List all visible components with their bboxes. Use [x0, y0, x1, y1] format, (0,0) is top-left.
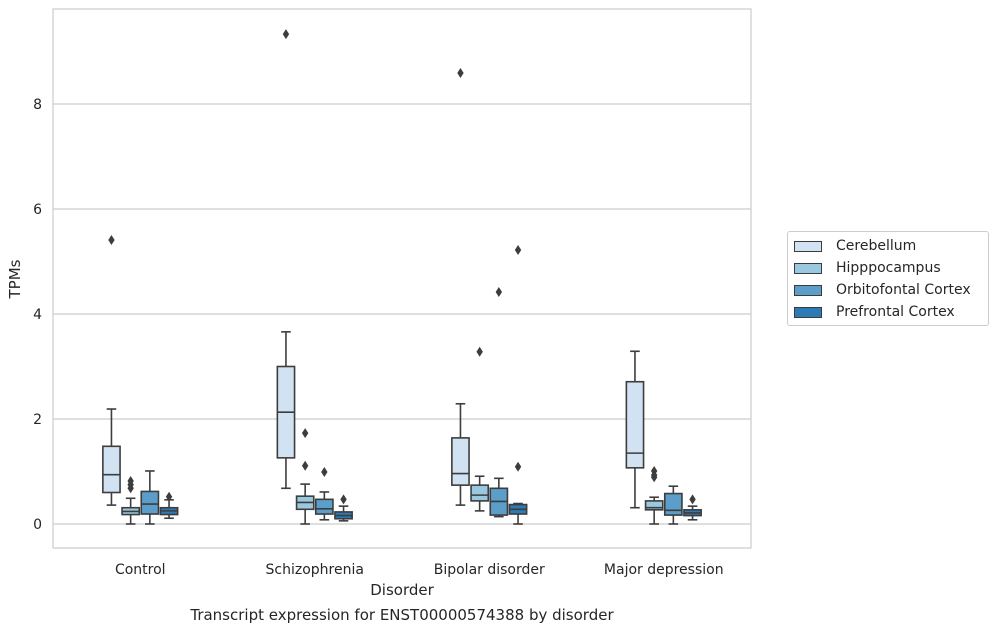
- legend-item: Prefrontal Cortex: [794, 303, 955, 321]
- outlier-point: [476, 346, 483, 357]
- y-tick-label: 2: [33, 412, 42, 428]
- box: [470, 484, 490, 502]
- box: [644, 500, 664, 511]
- outlier-point: [457, 68, 464, 79]
- box-group: [683, 494, 702, 521]
- x-tick-label: Schizophrenia: [266, 562, 364, 578]
- outlier-point: [340, 494, 347, 505]
- grid-lines: [53, 103, 751, 525]
- box-group: [159, 491, 179, 520]
- x-axis-label: Disorder: [370, 581, 434, 599]
- outlier-point: [495, 286, 503, 297]
- outlier-point: [282, 29, 290, 40]
- box: [314, 498, 334, 515]
- y-tick-label: 6: [33, 202, 42, 218]
- legend-item: Orbitofontal Cortex: [794, 281, 971, 299]
- box-group: [625, 350, 645, 509]
- y-tick-label: 4: [33, 307, 42, 323]
- x-tick-label: Major depression: [604, 562, 724, 578]
- legend-swatch: [794, 240, 822, 252]
- y-tick-label: 0: [33, 517, 42, 533]
- outlier-point: [127, 483, 134, 494]
- legend-swatch: [794, 306, 822, 318]
- legend: Cerebellum Hipppocampus Orbitofontal Cor…: [787, 231, 989, 326]
- box-group: [489, 286, 509, 518]
- x-tick-label: Bipolar disorder: [434, 562, 545, 578]
- outlier-point: [108, 234, 115, 245]
- box-group: [295, 428, 315, 525]
- outlier-point: [301, 428, 309, 439]
- legend-label: Cerebellum: [836, 238, 917, 254]
- box-group: [140, 470, 160, 525]
- box-group: [508, 244, 528, 525]
- box-group: [451, 68, 470, 506]
- outlier-point: [650, 472, 658, 483]
- legend-swatch: [794, 262, 822, 274]
- box-group: [121, 475, 141, 525]
- outlier-point: [165, 491, 173, 502]
- box-group: [644, 465, 664, 525]
- box-group: [102, 234, 121, 506]
- legend-label: Orbitofontal Cortex: [836, 282, 971, 298]
- box-group: [314, 467, 334, 521]
- y-tick-label: 8: [33, 97, 42, 113]
- outlier-point: [301, 460, 309, 471]
- box: [451, 437, 470, 486]
- outlier-point: [689, 494, 696, 505]
- legend-swatch: [794, 284, 822, 296]
- outlier-point: [514, 461, 522, 472]
- x-tick-labels: Control Schizophrenia Bipolar disorder Majo…: [115, 562, 724, 578]
- legend-item: Hipppocampus: [794, 259, 941, 277]
- plot-frame: [52, 8, 752, 549]
- box-group: [334, 494, 353, 522]
- legend-item: Cerebellum: [794, 237, 916, 255]
- box: [140, 490, 160, 515]
- outlier-point: [514, 244, 522, 255]
- box-group: [663, 485, 683, 525]
- legend-label: Prefrontal Cortex: [836, 304, 955, 320]
- box: [663, 492, 683, 516]
- x-tick-label: Control: [115, 562, 166, 578]
- y-tick-labels: 0 2 4 6 8: [33, 97, 42, 533]
- legend-label: Hipppocampus: [836, 260, 941, 276]
- box-group: [470, 346, 490, 512]
- box: [102, 445, 121, 494]
- outlier-point: [321, 467, 328, 478]
- box: [625, 380, 645, 469]
- y-axis-label: TPMs: [6, 259, 24, 299]
- boxes: [102, 29, 702, 525]
- chart-title: Transcript expression for ENST0000057438…: [190, 606, 614, 624]
- box-group: [276, 29, 296, 490]
